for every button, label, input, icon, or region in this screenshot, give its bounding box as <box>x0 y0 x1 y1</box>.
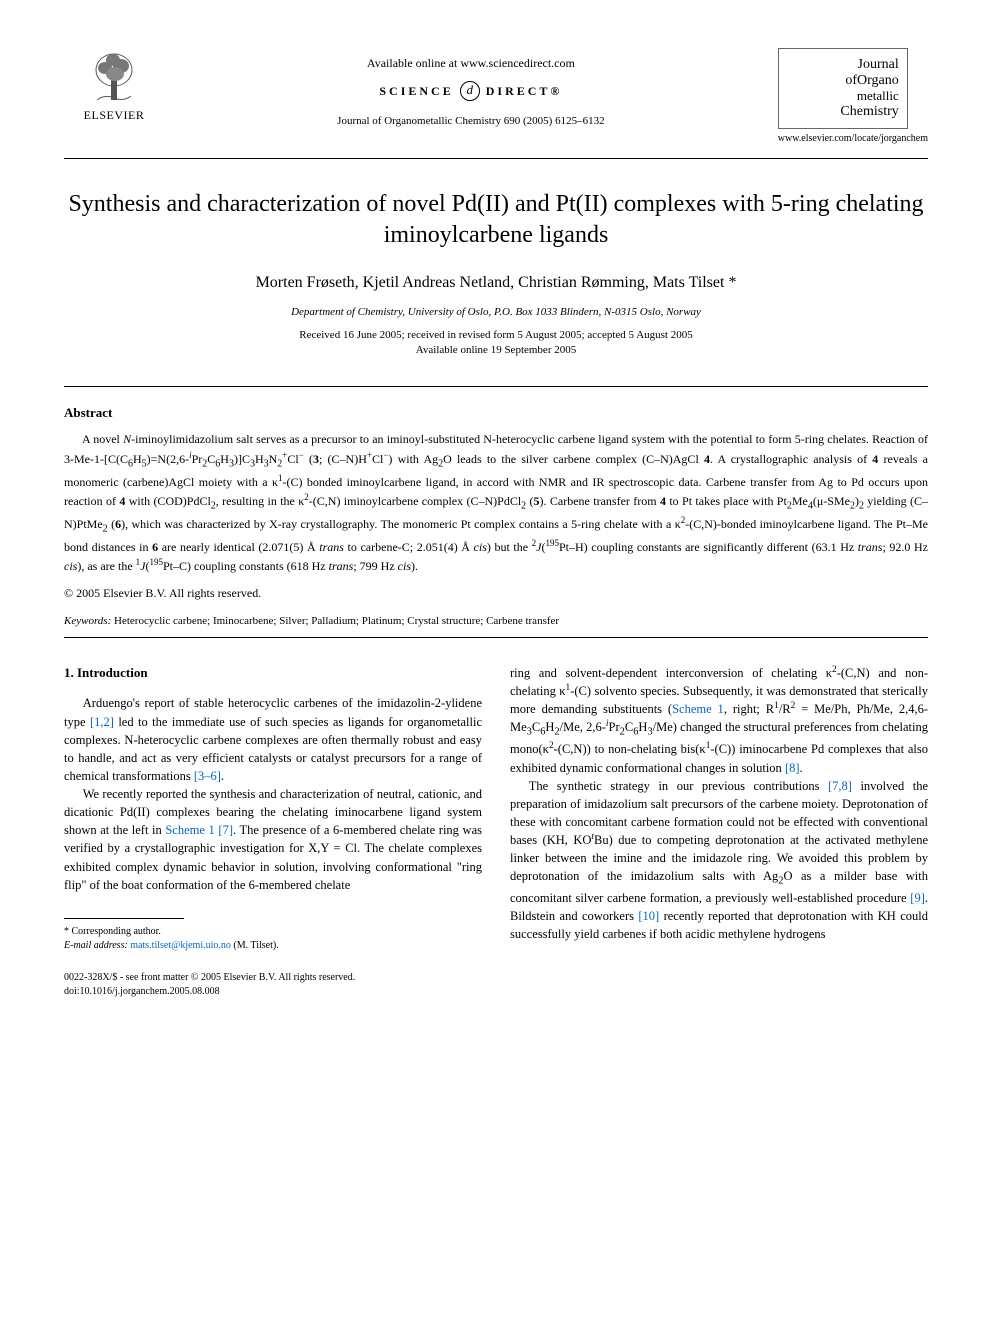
article-title: Synthesis and characterization of novel … <box>64 189 928 251</box>
journal-logo-line4: Chemistry <box>787 104 899 120</box>
sciencedirect-logo: SCIENCE DIRECT® <box>379 81 562 101</box>
footnote-email-attr: (M. Tilset). <box>233 940 278 951</box>
corresponding-author-footnote: * Corresponding author. E-mail address: … <box>64 925 482 953</box>
footnote-email-label: E-mail address: <box>64 940 128 951</box>
footnote-corr-label: * Corresponding author. <box>64 925 482 939</box>
abstract-copyright: © 2005 Elsevier B.V. All rights reserved… <box>64 586 928 601</box>
header-center: Available online at www.sciencedirect.co… <box>164 48 778 127</box>
keywords-text: Heterocyclic carbene; Iminocarbene; Silv… <box>114 615 559 627</box>
journal-logo-line1: Journal <box>787 57 899 73</box>
sd-text-left: SCIENCE <box>379 84 453 99</box>
article-dates: Received 16 June 2005; received in revis… <box>64 328 928 359</box>
header-row: ELSEVIER Available online at www.science… <box>64 48 928 152</box>
column-right: ring and solvent-dependent interconversi… <box>510 664 928 999</box>
sd-text-right: DIRECT® <box>486 84 563 99</box>
journal-reference: Journal of Organometallic Chemistry 690 … <box>164 115 778 127</box>
abstract-bottom-rule <box>64 637 928 638</box>
abstract-paragraph: A novel N-iminoylimidazolium salt serves… <box>64 431 928 575</box>
column-left: 1. Introduction Arduengo's report of sta… <box>64 664 482 999</box>
journal-url: www.elsevier.com/locate/jorganchem <box>778 133 928 144</box>
dates-online: Available online 19 September 2005 <box>416 344 576 356</box>
journal-logo-line2: ofOrgano <box>787 73 899 89</box>
intro-paragraph-3: The synthetic strategy in our previous c… <box>510 777 928 944</box>
section-1-heading: 1. Introduction <box>64 664 482 683</box>
body-columns: 1. Introduction Arduengo's report of sta… <box>64 664 928 999</box>
dates-received: Received 16 June 2005; received in revis… <box>299 329 692 341</box>
footer-doi: doi:10.1016/j.jorganchem.2005.08.008 <box>64 985 482 999</box>
journal-logo-line3: metallic <box>787 89 899 104</box>
abstract-body: A novel N-iminoylimidazolium salt serves… <box>64 431 928 575</box>
publisher-logo-block: ELSEVIER <box>64 48 164 123</box>
sd-circle-icon <box>460 81 480 101</box>
intro-paragraph-2: We recently reported the synthesis and c… <box>64 785 482 894</box>
affiliation: Department of Chemistry, University of O… <box>64 306 928 318</box>
elsevier-tree-icon <box>85 48 143 106</box>
publisher-label: ELSEVIER <box>84 108 145 123</box>
footnote-rule <box>64 918 184 919</box>
keywords-label: Keywords: <box>64 615 111 627</box>
intro-paragraph-1: Arduengo's report of stable heterocyclic… <box>64 694 482 785</box>
journal-logo-wrap: Journal ofOrgano metallic Chemistry www.… <box>778 48 928 152</box>
available-online-text: Available online at www.sciencedirect.co… <box>164 56 778 71</box>
journal-logo: Journal ofOrgano metallic Chemistry <box>778 48 908 129</box>
footnote-email-line: E-mail address: mats.tilset@kjemi.uio.no… <box>64 939 482 953</box>
intro-paragraph-2-cont: ring and solvent-dependent interconversi… <box>510 664 928 777</box>
footer-issn: 0022-328X/$ - see front matter © 2005 El… <box>64 971 482 985</box>
top-rule <box>64 158 928 159</box>
authors-line: Morten Frøseth, Kjetil Andreas Netland, … <box>64 274 928 292</box>
footnote-email-link[interactable]: mats.tilset@kjemi.uio.no <box>130 940 231 951</box>
abstract-top-rule <box>64 386 928 387</box>
keywords-line: Keywords: Heterocyclic carbene; Iminocar… <box>64 615 928 627</box>
abstract-heading: Abstract <box>64 405 928 421</box>
footer-meta: 0022-328X/$ - see front matter © 2005 El… <box>64 971 482 999</box>
